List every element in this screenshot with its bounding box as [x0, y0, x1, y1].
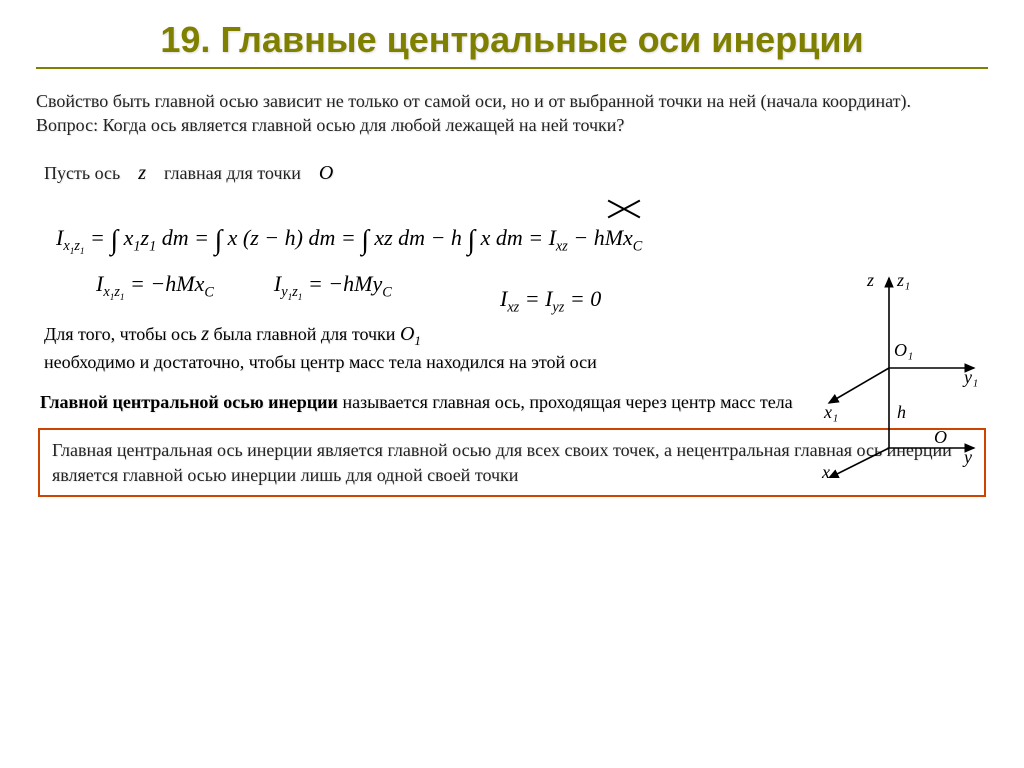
- let-axis-row: Пусть ось z главная для точки O: [44, 160, 776, 187]
- svg-text:x: x: [821, 462, 830, 478]
- definition-rest: называется главная ось, проходящая через…: [338, 392, 793, 412]
- svg-text:y: y: [962, 447, 972, 467]
- svg-text:z₁: z₁: [896, 270, 910, 290]
- slide-title: 19. Главные центральные оси инерции: [36, 18, 988, 61]
- title-underline: [36, 67, 988, 69]
- equation-top: Ixz = Iyz = 0: [500, 286, 601, 316]
- phrase-main-for-point: главная для точки: [164, 161, 301, 185]
- strike-cross-icon: [606, 193, 642, 223]
- equation-result-2: Iy1z1 = −hMyC: [274, 271, 392, 303]
- svg-text:y₁: y₁: [962, 367, 978, 387]
- svg-text:O₁: O₁: [894, 340, 913, 360]
- equation-results-row: Ix1z1 = −hMxC Iy1z1 = −hMyC: [96, 271, 776, 303]
- symbol-O: O: [319, 160, 333, 187]
- symbol-z-2: z: [201, 323, 209, 345]
- svg-text:z: z: [866, 270, 874, 290]
- intro-line2: Вопрос: Когда ось является главной осью …: [36, 115, 624, 135]
- phrase-let-axis: Пусть ось: [44, 161, 120, 185]
- coordinate-diagram: z z₁ y y₁ x x₁ O O₁ h: [794, 268, 984, 478]
- svg-text:O: O: [934, 427, 947, 447]
- cond-mid: была главной для точки: [213, 324, 399, 344]
- condition-paragraph: Для того, чтобы ось z была главной для т…: [44, 321, 776, 374]
- equation-result-1: Ix1z1 = −hMxC: [96, 271, 214, 303]
- svg-text:h: h: [897, 402, 906, 422]
- equation-long: Ix1z1 = ∫ x1z1 dm = ∫ x (z − h) dm = ∫ x…: [56, 221, 776, 257]
- definition-bold: Главной центральной осью инерции: [40, 392, 338, 412]
- cond-line2: необходимо и достаточно, чтобы центр мас…: [44, 352, 597, 372]
- cond-pre: Для того, чтобы ось: [44, 324, 201, 344]
- intro-line1: Свойство быть главной осью зависит не то…: [36, 91, 911, 111]
- symbol-O1: O1: [400, 323, 421, 345]
- symbol-z: z: [138, 160, 146, 187]
- svg-text:x₁: x₁: [823, 402, 838, 422]
- intro-paragraph: Свойство быть главной осью зависит не то…: [36, 89, 988, 138]
